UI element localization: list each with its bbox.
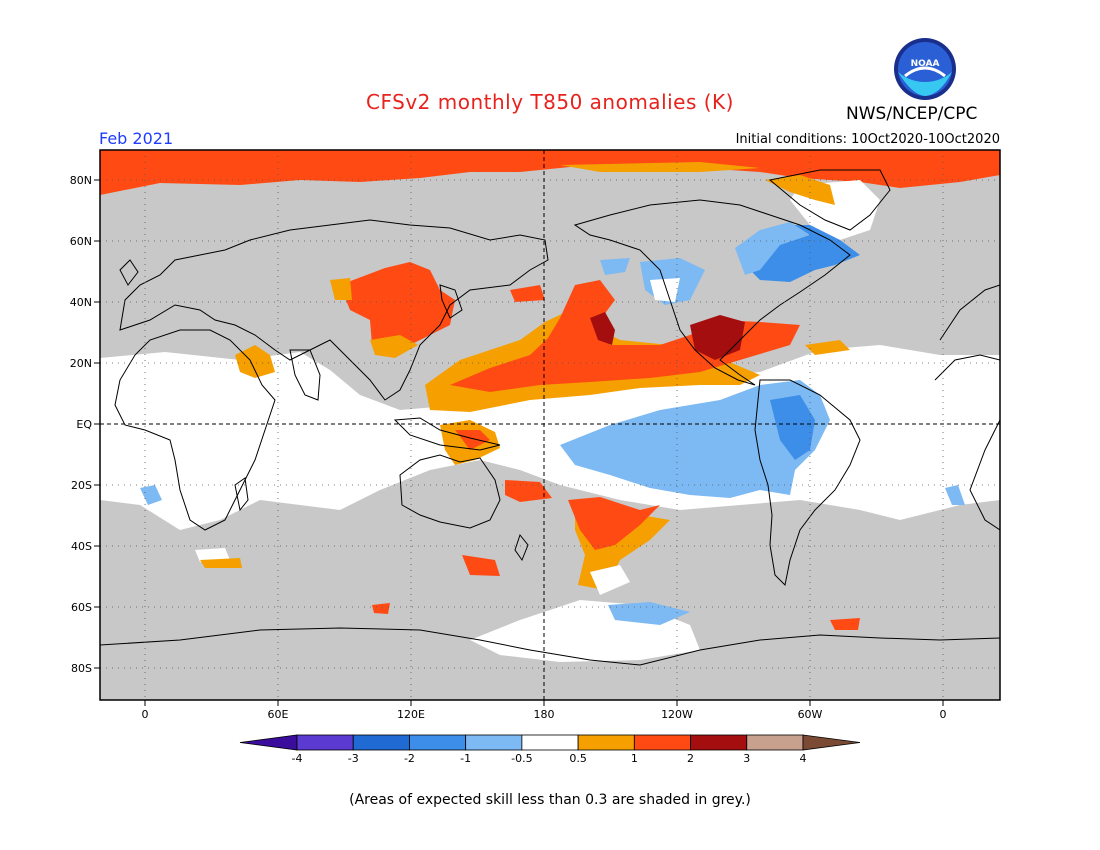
lat-label: EQ bbox=[76, 418, 92, 431]
white-patch-africa-s bbox=[195, 548, 230, 562]
caribbean-orange bbox=[805, 340, 850, 355]
arctic-orange-sliver bbox=[560, 162, 760, 172]
greenland-outline bbox=[768, 169, 891, 231]
india-outline bbox=[289, 349, 321, 401]
south-tasman-red bbox=[462, 555, 500, 576]
lon-label: 0 bbox=[142, 708, 149, 721]
noaa-logo-icon: NOAA bbox=[894, 38, 956, 100]
east-asia-orange-2 bbox=[370, 335, 418, 358]
lat-label: 60S bbox=[71, 601, 92, 614]
north-pacific-red-2 bbox=[510, 285, 545, 302]
colorbar-label: 3 bbox=[743, 752, 750, 765]
north-pacific-white bbox=[650, 278, 680, 302]
equator-dateline bbox=[100, 150, 1000, 700]
south-pacific-red-1 bbox=[505, 480, 552, 502]
colorbar-box bbox=[465, 734, 523, 751]
colorbar-box bbox=[746, 734, 804, 751]
organization-label: NWS/NCEP/CPC bbox=[846, 104, 978, 124]
south-pacific-red-2 bbox=[568, 497, 660, 550]
lon-label: 180 bbox=[534, 708, 555, 721]
new-zealand-outline bbox=[514, 533, 529, 562]
north-pacific-tongue-red bbox=[450, 280, 800, 392]
north-pacific-cold-2 bbox=[600, 258, 630, 275]
madagascar-outline bbox=[234, 477, 249, 512]
arctic-orange-patch bbox=[765, 175, 835, 205]
lon-labels: 0 60E 120E 180 120W 60W 0 bbox=[142, 708, 947, 721]
colorbar-box bbox=[690, 734, 748, 751]
southern-ocean-cold bbox=[608, 602, 690, 625]
dark-red-pacific bbox=[590, 312, 615, 345]
colorbar-label: 0.5 bbox=[569, 752, 587, 765]
arabia-orange bbox=[235, 345, 275, 378]
gridlines bbox=[100, 150, 1000, 700]
lat-label: 80S bbox=[71, 662, 92, 675]
colorbar-label: -4 bbox=[292, 752, 303, 765]
japan-outline bbox=[439, 284, 463, 319]
lat-label: 40N bbox=[70, 296, 92, 309]
colorbar-label: -1 bbox=[460, 752, 471, 765]
lon-label: 60E bbox=[268, 708, 289, 721]
north-america-cold-light bbox=[735, 222, 810, 275]
lat-ticks bbox=[94, 179, 100, 669]
north-america-outline bbox=[573, 199, 851, 386]
lat-label: 20N bbox=[70, 357, 92, 370]
colorbar-box bbox=[633, 734, 691, 751]
uk-outline bbox=[119, 259, 139, 286]
antarctica-outline bbox=[100, 627, 1000, 666]
lat-label: 80N bbox=[70, 174, 92, 187]
map-frame bbox=[99, 149, 1001, 701]
east-asia-orange bbox=[330, 278, 352, 300]
red-patch-southern-ocean bbox=[372, 603, 390, 614]
colorbar-box bbox=[296, 734, 354, 751]
europe-asia-outline bbox=[119, 219, 549, 401]
colorbar-max-arrow bbox=[802, 734, 861, 751]
orange-patch-south-africa bbox=[200, 558, 242, 568]
colorbar-label: 4 bbox=[800, 752, 807, 765]
cold-patch-atlantic bbox=[140, 485, 162, 505]
colorbar-label: 2 bbox=[687, 752, 694, 765]
red-patch-south-atlantic bbox=[830, 618, 860, 630]
south-pacific-white bbox=[590, 565, 630, 595]
footnote: (Areas of expected skill less than 0.3 a… bbox=[349, 792, 751, 808]
initial-conditions: Initial conditions: 10Oct2020-10Oct2020 bbox=[735, 132, 1000, 147]
lat-labels: 80N 60N 40N 20N EQ 20S 40S 60S 80S bbox=[70, 174, 93, 675]
forecast-month: Feb 2021 bbox=[99, 129, 174, 148]
east-asia-warm bbox=[340, 262, 455, 355]
chart-title: CFSv2 monthly T850 anomalies (K) bbox=[366, 90, 734, 114]
arctic-anomaly bbox=[100, 150, 1000, 195]
lon-label: 120W bbox=[661, 708, 693, 721]
colorbar-label: -0.5 bbox=[511, 752, 532, 765]
south-america-outline bbox=[754, 379, 861, 587]
colorbar-box bbox=[577, 734, 635, 751]
lat-label: 20S bbox=[71, 479, 92, 492]
colorbar: -4 -3 -2 -1 -0.5 0.5 1 2 3 4 bbox=[239, 734, 861, 765]
australia-outline bbox=[399, 454, 501, 529]
colorbar-box bbox=[352, 734, 410, 751]
indonesia-outline bbox=[393, 417, 501, 451]
africa-outline bbox=[114, 329, 276, 531]
lat-label: 40S bbox=[71, 540, 92, 553]
lon-label: 0 bbox=[940, 708, 947, 721]
maritime-red bbox=[455, 430, 490, 450]
coastlines bbox=[100, 169, 1000, 666]
cold-patch-south-atlantic-e bbox=[945, 485, 965, 505]
lat-label: 60N bbox=[70, 235, 92, 248]
logo-text: NOAA bbox=[911, 59, 940, 69]
lon-ticks bbox=[144, 700, 944, 706]
colorbar-label: -3 bbox=[348, 752, 359, 765]
africa-right-outline bbox=[969, 419, 1000, 531]
africa-east-outline bbox=[934, 354, 1000, 381]
map-field bbox=[100, 150, 1000, 700]
colorbar-box bbox=[409, 734, 467, 751]
colorbar-min-arrow bbox=[239, 734, 298, 751]
south-america-cold bbox=[770, 395, 815, 460]
lon-label: 60W bbox=[798, 708, 823, 721]
colorbar-box bbox=[521, 734, 579, 751]
europe-east-outline bbox=[939, 284, 1000, 341]
lon-label: 120E bbox=[397, 708, 425, 721]
colorbar-label: -2 bbox=[404, 752, 415, 765]
colorbar-label: 1 bbox=[631, 752, 638, 765]
